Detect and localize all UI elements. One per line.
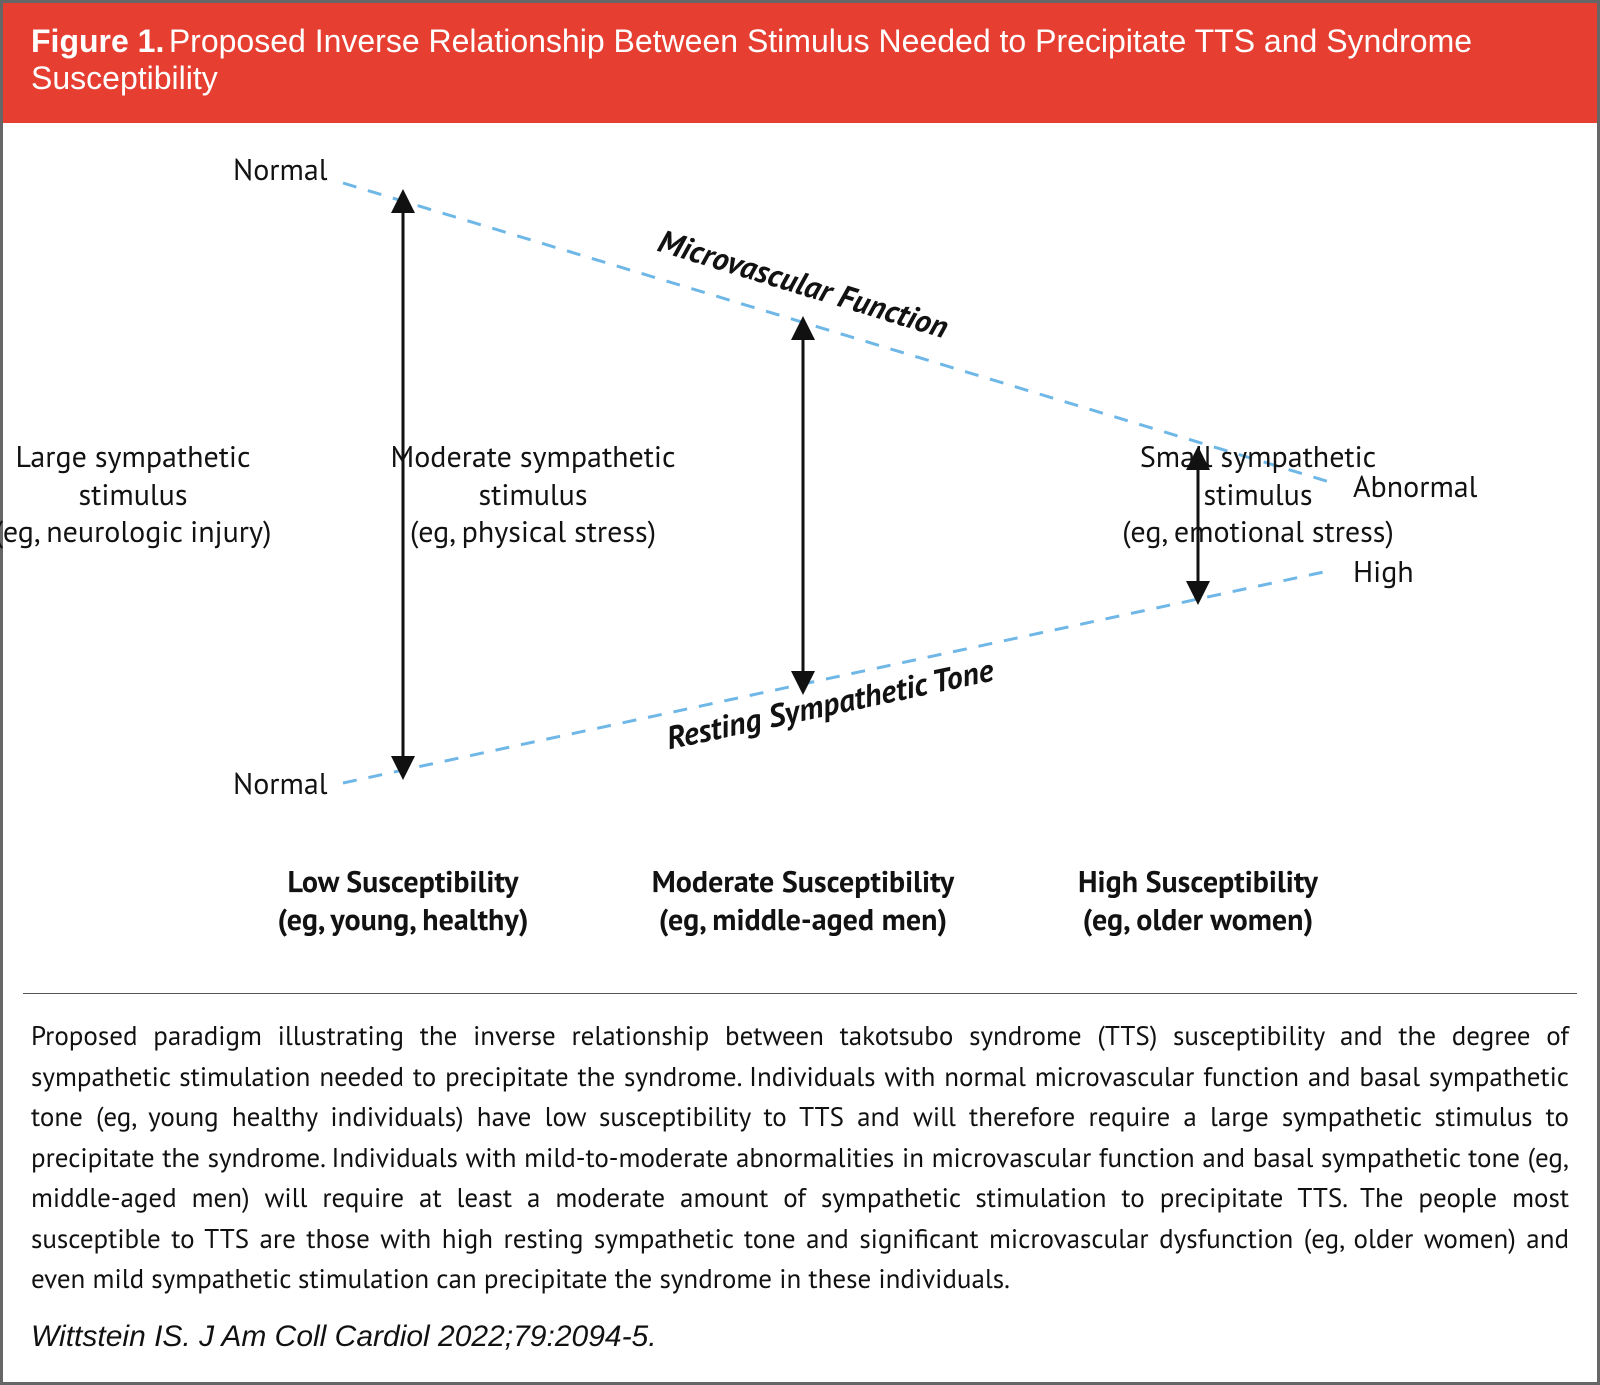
susceptibility-title: High Susceptibility xyxy=(1078,862,1318,901)
susceptibility-example: (eg, older women) xyxy=(1083,900,1314,939)
stimulus-label-line: stimulus xyxy=(479,475,588,514)
susceptibility-label: Low Susceptibility(eg, young, healthy) xyxy=(203,863,603,938)
figure-title: Proposed Inverse Relationship Between St… xyxy=(31,23,1472,96)
stimulus-label-line: (eg, neurologic injury) xyxy=(0,512,271,551)
stimulus-label-line: stimulus xyxy=(79,475,188,514)
top-left-endpoint: Normal xyxy=(233,151,327,189)
figure-header: Figure 1. Proposed Inverse Relationship … xyxy=(3,3,1597,123)
figure-label: Figure 1. xyxy=(31,23,164,59)
susceptibility-title: Moderate Susceptibility xyxy=(652,862,954,901)
stimulus-label-line: (eg, physical stress) xyxy=(410,512,656,551)
susceptibility-label: High Susceptibility(eg, older women) xyxy=(998,863,1398,938)
figure-container: Figure 1. Proposed Inverse Relationship … xyxy=(0,0,1600,1385)
stimulus-label: Moderate sympatheticstimulus(eg, physica… xyxy=(373,438,693,551)
stimulus-label: Small sympatheticstimulus(eg, emotional … xyxy=(1098,438,1418,551)
stimulus-label: Large sympatheticstimulus(eg, neurologic… xyxy=(0,438,293,551)
bottom-left-endpoint: Normal xyxy=(233,765,327,803)
susceptibility-label: Moderate Susceptibility(eg, middle-aged … xyxy=(603,863,1003,938)
figure-citation: Wittstein IS. J Am Coll Cardiol 2022;79:… xyxy=(3,1310,1597,1382)
stimulus-label-line: Small sympathetic xyxy=(1140,437,1376,476)
stimulus-label-line: (eg, emotional stress) xyxy=(1122,512,1394,551)
stimulus-label-line: Large sympathetic xyxy=(16,437,251,476)
stimulus-label-line: Moderate sympathetic xyxy=(391,437,676,476)
figure-caption: Proposed paradigm illustrating the inver… xyxy=(3,994,1597,1310)
bottom-right-endpoint: High xyxy=(1353,553,1414,591)
diagram: Normal Abnormal Normal High Microvascula… xyxy=(3,123,1597,993)
stimulus-label-line: stimulus xyxy=(1204,475,1313,514)
susceptibility-example: (eg, young, healthy) xyxy=(277,900,528,939)
susceptibility-title: Low Susceptibility xyxy=(287,862,518,901)
susceptibility-example: (eg, middle-aged men) xyxy=(659,900,947,939)
sympathetic-tone-line xyxy=(343,570,1333,783)
